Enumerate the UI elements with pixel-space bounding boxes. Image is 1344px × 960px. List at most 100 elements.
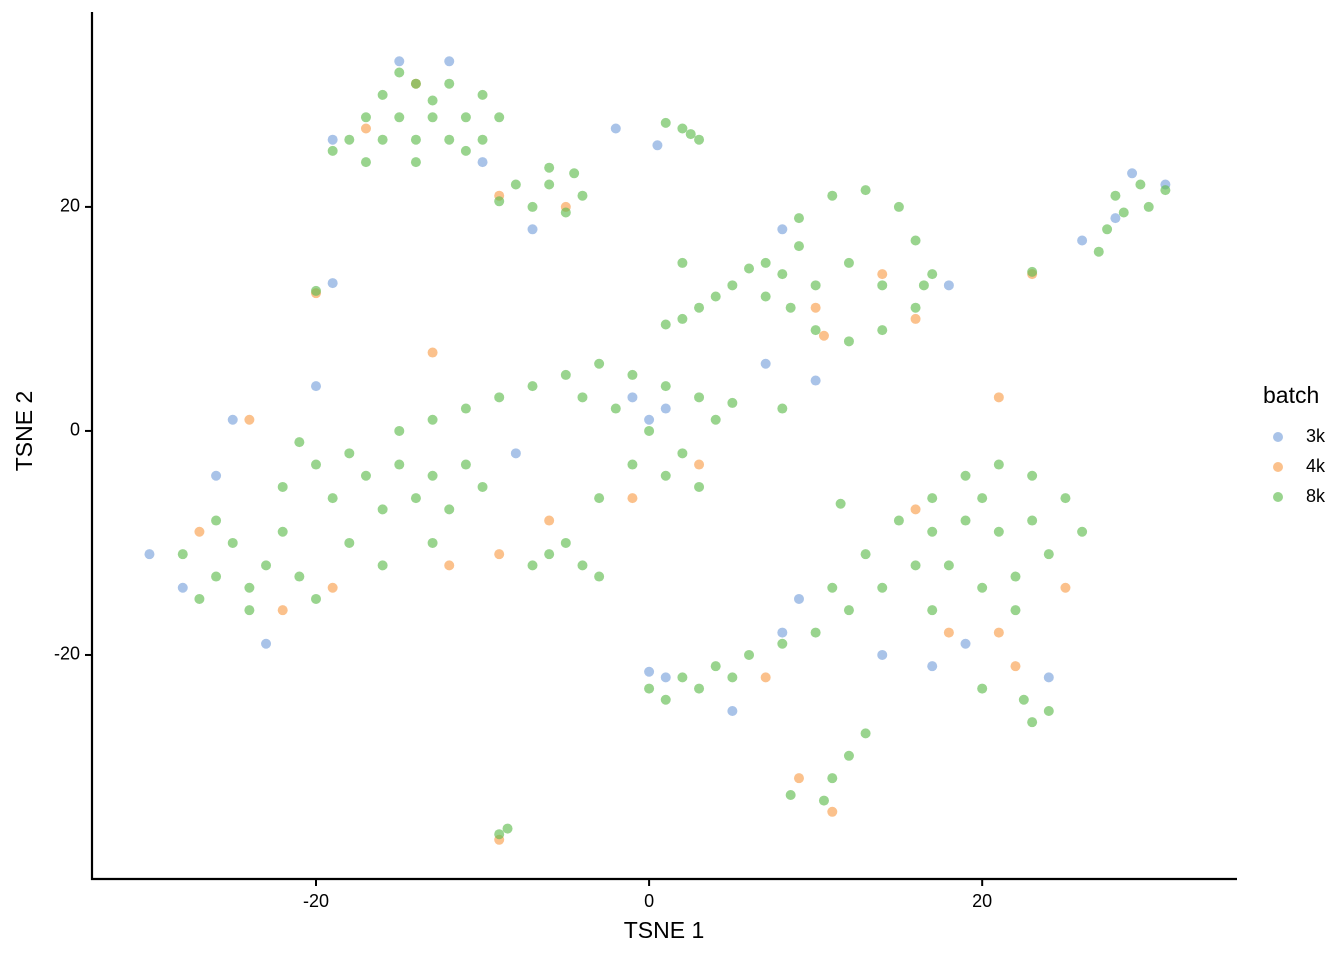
point — [261, 560, 272, 571]
point — [927, 605, 938, 616]
point — [694, 481, 705, 492]
point — [1010, 571, 1021, 582]
point — [410, 78, 421, 89]
point — [818, 795, 829, 806]
point — [327, 134, 338, 145]
point — [694, 302, 705, 313]
point — [311, 381, 322, 392]
point — [577, 560, 588, 571]
point — [1043, 672, 1054, 683]
point — [1110, 190, 1121, 201]
point — [577, 190, 588, 201]
point — [560, 207, 571, 218]
point — [344, 537, 355, 548]
point — [893, 201, 904, 212]
point — [460, 403, 471, 414]
point — [843, 336, 854, 347]
point — [827, 773, 838, 784]
point — [1027, 515, 1038, 526]
point — [194, 526, 205, 537]
point — [211, 470, 222, 481]
point — [311, 593, 322, 604]
point — [810, 280, 821, 291]
point — [277, 481, 288, 492]
point — [1027, 717, 1038, 728]
point — [427, 470, 438, 481]
point — [427, 112, 438, 123]
point — [477, 481, 488, 492]
point — [460, 459, 471, 470]
point — [685, 129, 696, 140]
point — [494, 112, 505, 123]
point — [910, 313, 921, 324]
point — [1010, 605, 1021, 616]
point — [527, 381, 538, 392]
point — [760, 358, 771, 369]
point — [227, 537, 238, 548]
point — [877, 649, 888, 660]
point — [694, 683, 705, 694]
point — [1043, 705, 1054, 716]
point — [244, 582, 255, 593]
point — [785, 789, 796, 800]
legend-marker — [1273, 492, 1283, 502]
point — [277, 526, 288, 537]
point — [377, 504, 388, 515]
point — [827, 806, 838, 817]
point — [1160, 185, 1171, 196]
point — [360, 157, 371, 168]
point — [644, 414, 655, 425]
point — [327, 145, 338, 156]
point — [977, 582, 988, 593]
point — [993, 627, 1004, 638]
point — [627, 493, 638, 504]
point — [194, 593, 205, 604]
point — [594, 358, 605, 369]
point — [727, 280, 738, 291]
y-axis-title: TSNE 2 — [11, 391, 37, 472]
point — [660, 694, 671, 705]
point — [444, 56, 455, 67]
point — [943, 627, 954, 638]
legend-marker — [1273, 462, 1283, 472]
point — [460, 145, 471, 156]
point — [377, 89, 388, 100]
point — [494, 196, 505, 207]
point — [410, 493, 421, 504]
point — [993, 392, 1004, 403]
point — [777, 224, 788, 235]
point — [627, 459, 638, 470]
point — [360, 470, 371, 481]
point — [560, 537, 571, 548]
point — [818, 330, 829, 341]
point — [710, 414, 721, 425]
point — [793, 593, 804, 604]
point — [494, 392, 505, 403]
point — [527, 224, 538, 235]
point — [410, 157, 421, 168]
point — [261, 638, 272, 649]
point — [694, 459, 705, 470]
point — [311, 285, 322, 296]
point — [544, 179, 555, 190]
point — [660, 117, 671, 128]
x-tick-label: 20 — [972, 891, 992, 911]
point — [594, 493, 605, 504]
x-axis-title: TSNE 1 — [624, 917, 705, 943]
plot-area — [144, 56, 1171, 845]
point — [1143, 201, 1154, 212]
y-tick-label: 20 — [60, 196, 80, 216]
point — [444, 504, 455, 515]
point — [727, 672, 738, 683]
point — [694, 392, 705, 403]
point — [1010, 661, 1021, 672]
point — [377, 560, 388, 571]
point — [427, 414, 438, 425]
point — [677, 123, 688, 134]
point — [610, 403, 621, 414]
legend-label: 8k — [1306, 486, 1326, 506]
point — [910, 504, 921, 515]
point — [594, 571, 605, 582]
point — [744, 649, 755, 660]
point — [1060, 582, 1071, 593]
